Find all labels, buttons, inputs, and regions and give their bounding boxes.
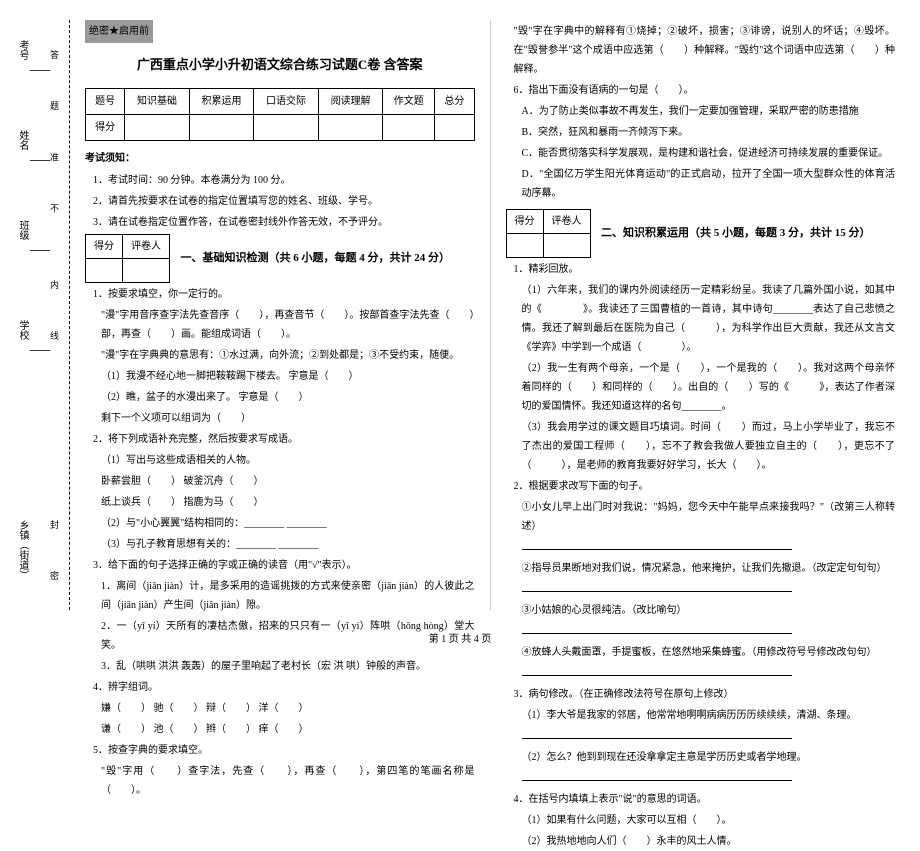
q2: 2．将下列成语补充完整，然后按要求写成语。 <box>93 430 475 449</box>
s2q2a: ①小女儿早上出门时对我说："妈妈，您今天中午能早点来接我吗？"（改第三人称转述） <box>522 498 896 536</box>
s2q4b: （2）我热地地向人们（ ）永丰的风土人情。 <box>522 832 896 851</box>
margin-label-name: 姓名 <box>15 130 30 150</box>
margin-label-exam-id: 考号 <box>15 40 30 60</box>
binding-margin: 考号 姓名 班级 学校 乡镇（街道） 答 题 准 不 内 线 封 密 <box>10 20 70 610</box>
q5: 5．按查字典的要求填空。 <box>93 741 475 760</box>
s2q2: 2．根据要求改写下面的句子。 <box>514 477 896 496</box>
margin-label-school: 学校 <box>15 320 30 340</box>
cell <box>383 114 435 140</box>
q1d: （2）瞧，盆子的水漫出来了。 字意是（ ） <box>101 388 475 407</box>
cell <box>318 114 383 140</box>
q1c: （1）我漫不经心地一脚把鞍鞍踢下楼去。 字意是（ ） <box>101 367 475 386</box>
blank-line <box>522 727 896 746</box>
q1: 1．按要求填空，你一定行的。 <box>93 285 475 304</box>
s2q3: 3．病句修改。（在正确修改法符号在原句上修改） <box>514 685 896 704</box>
grader-table: 得分评卷人 <box>506 209 591 258</box>
th: 积累运用 <box>189 88 254 114</box>
margin-label-town: 乡镇（街道） <box>15 520 30 580</box>
right-column: "毁"字在字典中的解释有①烧掉；②破坏，损害；③诽谤，说别人的坏话；④毁坏。在"… <box>491 20 911 610</box>
cell <box>254 114 319 140</box>
q4a: 嫌（ ） 驰（ ） 辩（ ） 洋（ ） <box>101 699 475 718</box>
q1a: "漫"字用音序查字法先查音序（ ），再查音节（ ）。按部首查字法先查（ ）部，再… <box>101 306 475 344</box>
th: 知识基础 <box>125 88 190 114</box>
q2e: （3）与孔子教育思想有关的：________ ________ <box>101 535 475 554</box>
page-footer: 第 1 页 共 4 页 <box>0 630 920 645</box>
q6d: D．"全国亿万学生阳光体育运动"的正式启动，拉开了全国一项大型群众性的体育活动序… <box>522 165 896 203</box>
q2c: 纸上谈兵（ ） 指鹿为马（ ） <box>101 493 475 512</box>
confidential-tag: 绝密★启用前 <box>85 20 153 43</box>
th: 作文题 <box>383 88 435 114</box>
seal-text: 封 密 <box>48 520 61 600</box>
q1e: 剩下一个义项可以组词为（ ） <box>101 409 475 428</box>
q6a: A．为了防止类似事故不再发生，我们一定要加强管理，采取严密的防患措施 <box>522 102 896 121</box>
margin-line <box>30 70 50 71</box>
score-table: 题号 知识基础 积累运用 口语交际 阅读理解 作文题 总分 得分 <box>85 88 475 141</box>
q3a: 1．离间（jiān jiàn）计，是多采用的造谣挑拨的方式来使亲密（jiān j… <box>101 577 475 615</box>
q3: 3．给下面的句子选择正确的字或正确的读音（用"√"表示）。 <box>93 556 475 575</box>
q3c: 3．乱（哄哄 洪洪 轰轰）的屋子里响起了老村长（宏 洪 哄）钟般的声音。 <box>101 657 475 676</box>
q6b: B．突然，狂风和暴雨一齐倾泻下来。 <box>522 123 896 142</box>
left-column: 绝密★启用前 广西重点小学小升初语文综合练习试题C卷 含答案 题号 知识基础 积… <box>70 20 491 610</box>
cell <box>125 114 190 140</box>
margin-line <box>30 250 50 251</box>
seal-text: 内 线 <box>48 280 61 360</box>
blank-line <box>522 538 896 557</box>
q2a: （1）写出与这些成语相关的人物。 <box>101 451 475 470</box>
grader-table: 得分评卷人 <box>85 234 170 283</box>
q5a: "毁"字用（ ）查字法，先查（ ），再查（ ），第四笔的笔画名称是（ ）。 <box>101 762 475 800</box>
q6: 6．指出下面没有语病的一句是（ ）。 <box>514 81 896 100</box>
q4: 4．辨字组词。 <box>93 678 475 697</box>
margin-line <box>30 350 50 351</box>
blank-line <box>522 580 896 599</box>
section2-title: 二、知识积累运用（共 5 小题，每题 3 分，共计 15 分） <box>601 227 871 239</box>
page-title: 广西重点小学小升初语文综合练习试题C卷 含答案 <box>85 53 475 78</box>
s2q2c: ③小姑娘的心灵很纯洁。（改比喻句） <box>522 601 896 620</box>
th: 口语交际 <box>254 88 319 114</box>
row-label: 得分 <box>86 114 125 140</box>
cell <box>189 114 254 140</box>
section1-title: 一、基础知识检测（共 6 小题，每题 4 分，共计 24 分） <box>181 251 451 263</box>
s2q1b: （2）我一生有两个母亲，一个是（ ），一个是我的（ ）。我对这两个母亲怀着同样的… <box>522 359 896 416</box>
th: 题号 <box>86 88 125 114</box>
margin-label-class: 班级 <box>15 220 30 240</box>
s2q3a: （1）李大爷是我家的邻居，他常常地啊啊病病历历历续续续，清湖、条理。 <box>522 706 896 725</box>
margin-line <box>30 160 50 161</box>
s2q2d: ④放蜂人头戴面罩，手提蜜板，在悠然地采集蜂蜜。（用修改符号号修改改句句） <box>522 643 896 662</box>
blank-line <box>522 664 896 683</box>
notice-item: 2．请首先按要求在试卷的指定位置填写您的姓名、班级、学号。 <box>93 192 475 211</box>
notice-item: 3．请在试卷指定位置作答，在试卷密封线外作答无效，不予评分。 <box>93 213 475 232</box>
cell <box>435 114 474 140</box>
s2q1c: （3）我会用学过的课文题目巧填词。时间（ ）而过，马上小学毕业了，我忘不了杰出的… <box>522 418 896 475</box>
th: 总分 <box>435 88 474 114</box>
q2d: （2）与"小心翼翼"结构相同的：________ ________ <box>101 514 475 533</box>
blank-line <box>522 769 896 788</box>
q1b: "漫"字在字典典的意思有：①水过满，向外流；②到处都是；③不受约束，随便。 <box>101 346 475 365</box>
rp1: "毁"字在字典中的解释有①烧掉；②破坏，损害；③诽谤，说别人的坏话；④毁坏。在"… <box>514 22 896 79</box>
q2b: 卧薪尝胆（ ） 破釜沉舟（ ） <box>101 472 475 491</box>
q4b: 谦（ ） 池（ ） 辫（ ） 痒（ ） <box>101 720 475 739</box>
seal-text: 答 题 准 不 <box>48 50 61 233</box>
s2q1a: （1）六年来，我们的课内外阅读经历一定精彩纷呈。我读了几篇外国小说，如其中的《 … <box>522 281 896 357</box>
s2q1: 1．精彩回放。 <box>514 260 896 279</box>
s2q2b: ②指导员果断地对我们说，情况紧急，他来掩护，让我们先撤退。（改定定句句句） <box>522 559 896 578</box>
notice-item: 1．考试时间：90 分钟。本卷满分为 100 分。 <box>93 171 475 190</box>
s2q4: 4．在括号内填填上表示"说"的意思的词语。 <box>514 790 896 809</box>
s2q3b: （2）怎么？他到到现在还没拿拿定主意是学历历史或者学地理。 <box>522 748 896 767</box>
s2q4a: （1）如果有什么问题，大家可以互相（ ）。 <box>522 811 896 830</box>
notice-head: 考试须知： <box>85 149 475 168</box>
th: 阅读理解 <box>318 88 383 114</box>
q6c: C．能否贯彻落实科学发展观，是构建和谐社会，促进经济可持续发展的重要保证。 <box>522 144 896 163</box>
